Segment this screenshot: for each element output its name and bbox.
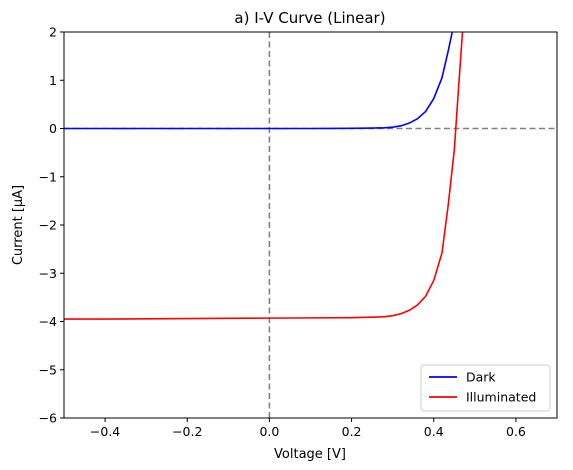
- y-tick-label: −5: [39, 362, 57, 377]
- y-tick-label: 2: [49, 25, 57, 40]
- legend-label-dark: Dark: [466, 370, 496, 385]
- legend: Dark Illuminated: [420, 364, 551, 412]
- x-tick-label: −0.2: [172, 424, 202, 439]
- series-line-illuminated: [64, 32, 464, 320]
- plot-frame: [63, 31, 558, 419]
- x-tick-label: −0.4: [90, 424, 120, 439]
- x-tick-label: 0.6: [506, 424, 526, 439]
- y-axis-label: Current [μA]: [11, 185, 26, 265]
- y-tick-label: −3: [39, 266, 57, 281]
- y-tick-label: 1: [49, 73, 57, 88]
- chart-title: a) I-V Curve (Linear): [234, 9, 385, 27]
- axis-ticks: −0.4 −0.2 0.0 0.2 0.4 0.6 −6 −5 −4 −3 −2 −1 0 1 2: [39, 25, 526, 440]
- x-tick-label: 0.2: [342, 424, 362, 439]
- legend-label-illuminated: Illuminated: [466, 390, 536, 405]
- y-tick-label: −6: [39, 411, 57, 426]
- plot-area: [64, 32, 557, 418]
- y-tick-label: 0: [49, 121, 57, 136]
- x-tick-label: 0.4: [424, 424, 444, 439]
- series-line-dark: [64, 32, 454, 130]
- y-tick-label: −1: [39, 169, 57, 184]
- y-tick-label: −2: [39, 218, 57, 233]
- x-axis-label: Voltage [V]: [274, 447, 346, 462]
- x-tick-label: 0.0: [259, 424, 279, 439]
- y-tick-label: −4: [39, 314, 57, 329]
